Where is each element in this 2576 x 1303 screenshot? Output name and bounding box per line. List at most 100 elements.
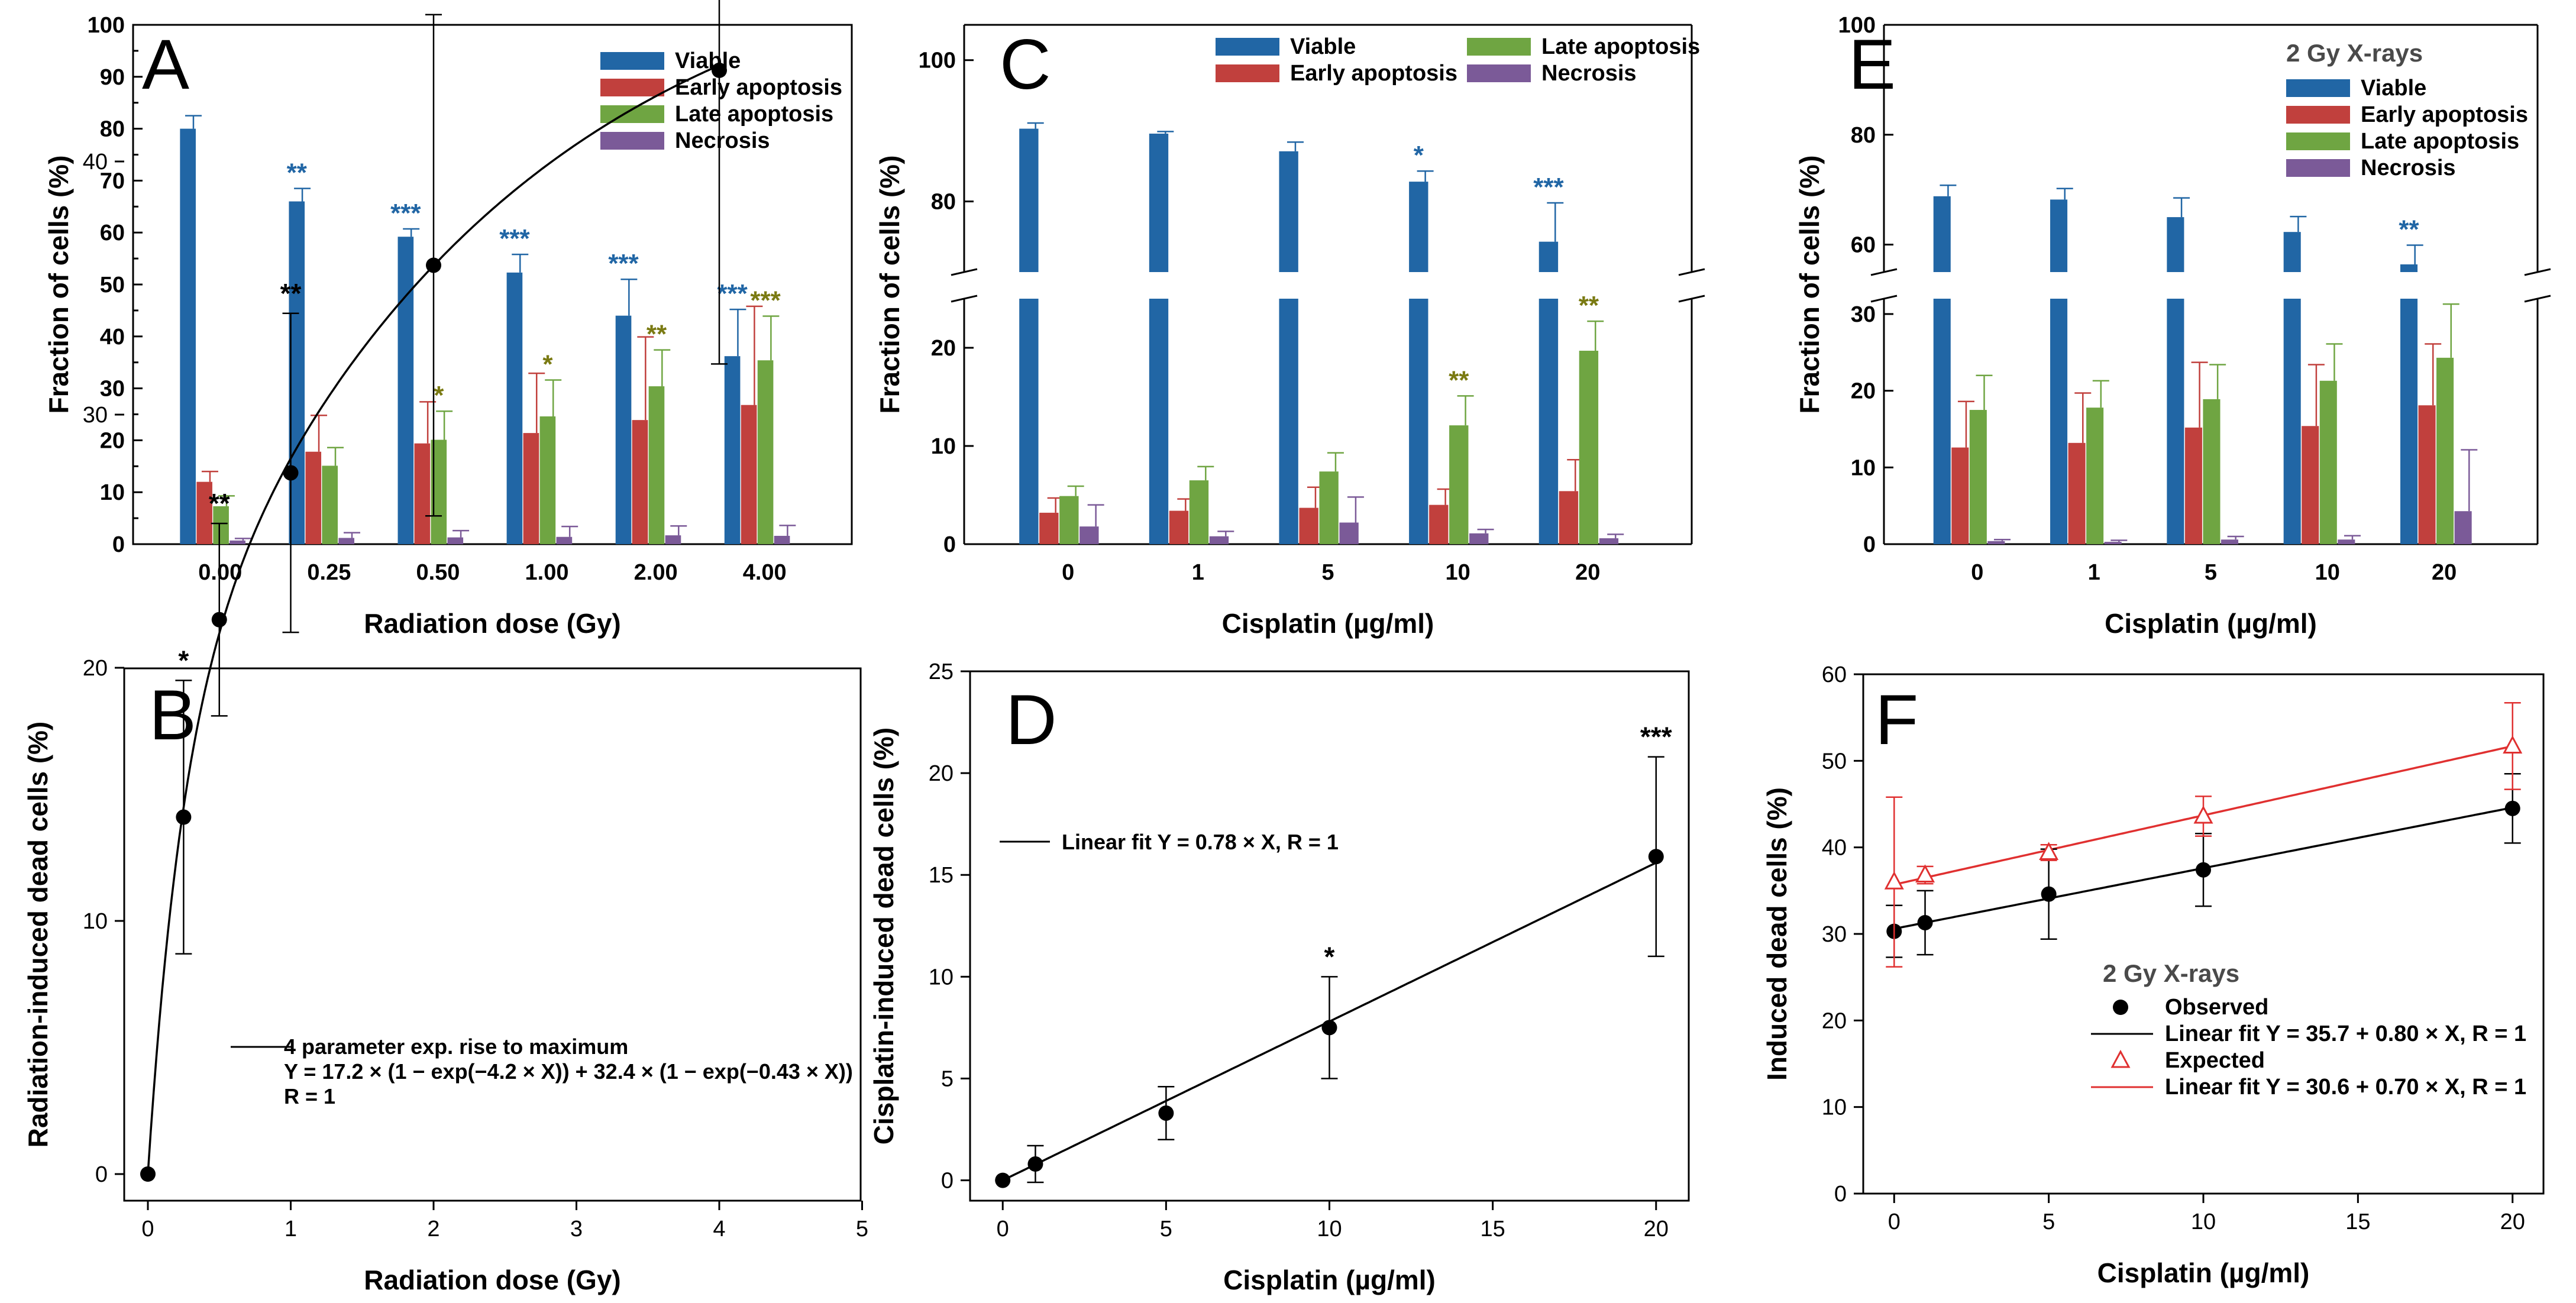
panel-f-point-expected xyxy=(2193,805,2213,824)
panel-c-bar-viable-lower xyxy=(1149,299,1169,544)
panel-e-bar-viable-lower xyxy=(2283,299,2301,544)
panel-e-x-tick-label: 10 xyxy=(2315,560,2340,585)
panel-f-y-label: Induced dead cells (%) xyxy=(1761,787,1792,1081)
panel-f-point-observed xyxy=(2504,800,2520,816)
panel-c-bar-necrosis xyxy=(1079,526,1099,544)
panel-a-y-tick-label: 90 xyxy=(100,65,125,90)
panel-e-legend-swatch-viable xyxy=(2286,79,2350,97)
panel-e-significance: ** xyxy=(2399,215,2419,244)
panel-c-x-tick-label: 5 xyxy=(1321,560,1334,585)
panel-e-bar-viable-lower xyxy=(2400,299,2418,544)
panel-d-point-data xyxy=(995,1172,1011,1188)
panel-a-bar-early xyxy=(196,481,212,544)
panel-c-significance: *** xyxy=(1533,173,1564,202)
panel-f-point-observed xyxy=(2196,862,2211,878)
panel-d-x-tick-label: 15 xyxy=(1480,1217,1505,1241)
panel-b-legend-label: Y = 17.2 × (1 − exp(−4.2 × X)) + 32.4 × … xyxy=(284,1059,853,1084)
panel-d-y-tick-label: 25 xyxy=(929,659,954,684)
panel-c-bar-viable-lower xyxy=(1019,299,1039,544)
panel-c-axis-break-mark xyxy=(951,268,978,276)
panel-e-bar-early xyxy=(2418,405,2436,544)
panel-f-x-label: Cisplatin (µg/ml) xyxy=(2097,1257,2310,1288)
panel-e-bar-viable xyxy=(1933,196,1951,272)
panel-c-bar-early xyxy=(1169,510,1189,544)
panel-a-bar-viable xyxy=(289,201,305,544)
panel-e-bar-viable xyxy=(2283,232,2301,272)
panel-c-legend-label: Necrosis xyxy=(1541,61,1637,86)
panel-c-bar-early xyxy=(1559,491,1579,544)
panel-c-x-tick-label: 20 xyxy=(1575,560,1600,585)
panel-c-significance: ** xyxy=(1579,291,1599,320)
panel-e-y-tick-label: 10 xyxy=(1851,455,1876,480)
panel-e-bar-necrosis xyxy=(2338,539,2355,544)
panel-d-y-tick-label: 5 xyxy=(941,1066,954,1091)
panel-e-bar-late xyxy=(2203,399,2221,544)
panel-c-bar-early xyxy=(1429,505,1449,544)
panel-e-bar-viable-lower xyxy=(2167,299,2184,544)
panel-b-x-tick-label: 2 xyxy=(427,1217,439,1241)
panel-f-x-tick-label: 20 xyxy=(2500,1210,2525,1234)
panel-c-significance: ** xyxy=(1449,366,1469,395)
panel-c-bar-viable xyxy=(1279,151,1298,272)
panel-e-x-tick-label: 0 xyxy=(1971,560,1983,585)
panel-e-bar-viable xyxy=(2167,217,2184,272)
panel-a-bar-viable xyxy=(615,315,632,544)
panel-f-y-tick-label: 10 xyxy=(1822,1095,1847,1120)
panel-d-point-data xyxy=(1648,849,1664,865)
panel-e-y-tick-label: 80 xyxy=(1851,123,1876,148)
panel-e-letter: E xyxy=(1848,25,1896,104)
panel-e-bar-late xyxy=(2436,357,2454,544)
panel-a-bar-early xyxy=(741,405,757,544)
panel-a-y-tick-label: 20 xyxy=(100,428,125,453)
panel-e-y-tick-label: 60 xyxy=(1851,233,1876,258)
panel-a-bar-early xyxy=(523,433,539,544)
panel-c-bar-necrosis xyxy=(1339,522,1359,544)
panel-a-y-tick-label: 50 xyxy=(100,273,125,298)
panel-a-legend-label: Late apoptosis xyxy=(675,102,833,127)
panel-b-letter: B xyxy=(149,675,196,755)
panel-b-x-tick-label: 5 xyxy=(856,1217,868,1241)
panel-a-bar-early xyxy=(414,443,431,544)
panel-c-bar-viable xyxy=(1539,241,1559,272)
panel-f-x-tick-label: 0 xyxy=(1888,1210,1901,1234)
panel-f-legend-label: Observed xyxy=(2165,995,2268,1020)
panel-c-bar-late xyxy=(1189,480,1209,544)
panel-e-legend-swatch-late xyxy=(2286,132,2350,150)
panel-a-significance: *** xyxy=(717,279,748,308)
panel-e-axis-break-mark xyxy=(2524,268,2551,276)
panel-a-legend-label: Viable xyxy=(675,49,741,73)
panel-b-significance: ** xyxy=(209,488,230,519)
panel-f-x-tick-label: 5 xyxy=(2042,1210,2055,1234)
panel-c-legend-swatch-late xyxy=(1467,38,1531,56)
panel-e-bar-viable-lower xyxy=(1933,299,1951,544)
panel-e-bar-necrosis xyxy=(1987,541,2005,544)
panel-f-y-tick-label: 60 xyxy=(1822,662,1847,687)
panel-e-bar-late xyxy=(1969,410,1987,544)
panel-e-legend-title: 2 Gy X-rays xyxy=(2286,39,2423,67)
panel-d-y-tick-label: 20 xyxy=(929,761,954,786)
panel-a-significance: ** xyxy=(287,159,308,187)
panel-c-legend-swatch-early xyxy=(1216,64,1279,82)
panel-c-bar-early xyxy=(1039,512,1059,544)
panel-c-x-tick-label: 1 xyxy=(1192,560,1204,585)
panel-e-bar-necrosis xyxy=(2454,511,2472,544)
panel-a-significance: * xyxy=(434,381,444,410)
panel-d-frame xyxy=(969,670,1690,1202)
panel-e-bar-early xyxy=(1951,447,1969,544)
panel-c-y-tick-label: 10 xyxy=(931,434,956,459)
panel-c-y-tick-label: 100 xyxy=(919,49,956,73)
panel-e-bar-early xyxy=(2302,426,2319,544)
panel-e-y-tick-label: 100 xyxy=(1838,13,1876,38)
panel-c-y-tick-label: 20 xyxy=(931,336,956,361)
panel-f-legend-marker xyxy=(2110,1049,2131,1068)
panel-c-x-tick-label: 10 xyxy=(1446,560,1470,585)
panel-e-y-label: Fraction of cells (%) xyxy=(1794,155,1825,413)
panel-a-bar-viable xyxy=(397,237,414,544)
panel-f-y-tick-label: 40 xyxy=(1822,836,1847,861)
panel-a-y-tick-label: 40 xyxy=(100,325,125,350)
panel-b-y-tick-label: 20 xyxy=(83,656,108,681)
panel-c-bar-viable xyxy=(1409,182,1428,272)
panel-a-bar-late xyxy=(539,416,556,544)
panel-e-legend-label: Early apoptosis xyxy=(2361,102,2528,127)
panel-a-x-tick-label: 0.25 xyxy=(307,560,351,585)
